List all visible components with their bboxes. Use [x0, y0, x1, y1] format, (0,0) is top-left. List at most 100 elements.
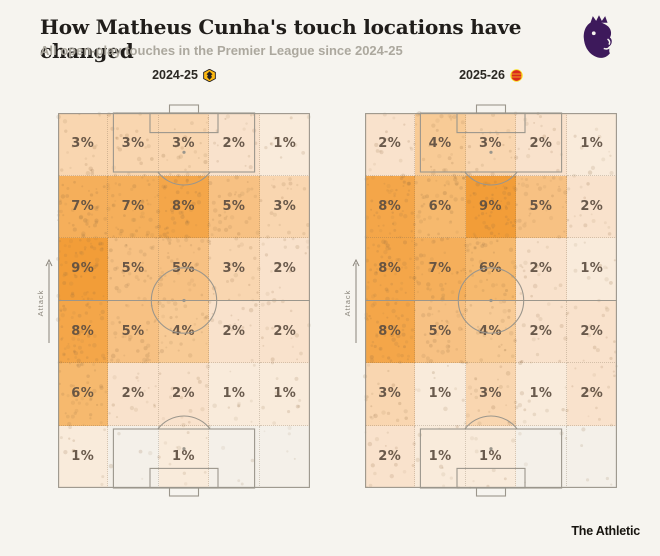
cell-value-label: 7% — [428, 261, 452, 277]
heat-cell: 5% — [516, 175, 567, 238]
cell-value-label: 2% — [273, 261, 297, 277]
cell-value-label: 5% — [222, 198, 246, 214]
heat-cell: 1% — [566, 238, 617, 301]
heat-cell: 8% — [365, 238, 416, 301]
cell-value-label: 5% — [529, 198, 553, 214]
cell-value-label: 5% — [428, 323, 452, 339]
cell-value-label: 5% — [121, 261, 145, 277]
cell-value-label: 6% — [479, 261, 502, 277]
cell-value-label: 4% — [428, 136, 452, 152]
cell-value-label: 1% — [580, 261, 604, 277]
cell-value-label: 5% — [172, 261, 195, 277]
cell-value-label: 2% — [121, 386, 145, 402]
cell-value-label: 1% — [428, 386, 452, 402]
cell-value-label: 8% — [172, 198, 195, 214]
cell-value-label: 2% — [378, 136, 402, 152]
page-subtitle: All open-play touches in the Premier Lea… — [40, 43, 403, 58]
heat-cell: 3% — [158, 113, 210, 176]
heat-cell: 5% — [415, 300, 466, 363]
heat-cell: 1% — [516, 363, 567, 426]
attack-label: Attack — [343, 290, 352, 317]
cell-value-label: 2% — [222, 136, 246, 152]
cell-value-label: 7% — [71, 198, 95, 214]
heat-cell: 5% — [158, 238, 210, 301]
heat-grid: 2% 4% 3% 2% 1% 8% 6% 9% 5% 2% 8% 7% 6% 2% 1% 8% 5% 4% 2% 2%… — [365, 113, 617, 488]
heat-cell: 2% — [566, 300, 617, 363]
heat-cell: 3% — [465, 363, 517, 426]
heat-cell: 8% — [158, 175, 210, 238]
cell-value-label: 3% — [71, 136, 95, 152]
cell-value-label: 3% — [479, 136, 502, 152]
heat-cell: 2% — [158, 363, 210, 426]
heat-cell: 3% — [465, 113, 517, 176]
season-label-2024-25: 2024-25 — [58, 66, 310, 84]
heat-cell-empty — [516, 425, 567, 488]
heat-cell: 1% — [566, 113, 617, 176]
cell-value-label: 3% — [172, 136, 195, 152]
cell-value-label: 1% — [479, 449, 502, 465]
cell-value-label: 1% — [529, 386, 553, 402]
heat-cell: 7% — [108, 175, 159, 238]
cell-value-label: 3% — [222, 261, 246, 277]
heat-cell: 3% — [365, 363, 416, 426]
cell-value-label: 3% — [378, 386, 402, 402]
heat-cell: 3% — [108, 113, 159, 176]
page-title: How Matheus Cunha's touch locations have… — [40, 15, 522, 63]
heat-cell: 5% — [209, 175, 260, 238]
heat-cell: 2% — [259, 238, 310, 301]
cell-value-label: 4% — [172, 323, 195, 339]
cell-value-label: 2% — [273, 323, 297, 339]
premier-league-lion-icon — [583, 15, 612, 58]
cell-value-label: 8% — [378, 261, 402, 277]
heat-cell: 1% — [415, 425, 466, 488]
heat-cell: 7% — [58, 175, 109, 238]
cell-value-label: 3% — [121, 136, 145, 152]
heat-grid: 3% 3% 3% 2% 1% 7% 7% 8% 5% 3% 9% 5% 5% 3% 2% 8% 5% 4% 2% 2%… — [58, 113, 310, 488]
heat-cell: 1% — [158, 425, 210, 488]
season-text: 2025-26 — [459, 68, 505, 82]
cell-value-label: 2% — [172, 386, 195, 402]
cell-value-label: 7% — [121, 198, 145, 214]
cell-value-label: 8% — [378, 198, 402, 214]
heat-cell: 1% — [259, 113, 310, 176]
cell-value-label: 2% — [529, 323, 553, 339]
heat-cell: 1% — [465, 425, 517, 488]
heat-cell: 2% — [516, 300, 567, 363]
cell-value-label: 1% — [580, 136, 604, 152]
heat-cell: 2% — [516, 113, 567, 176]
cell-value-label: 8% — [71, 323, 95, 339]
heat-cell: 8% — [365, 300, 416, 363]
cell-value-label: 4% — [479, 323, 502, 339]
heat-cell: 2% — [209, 300, 260, 363]
attack-direction-indicator: Attack — [34, 257, 56, 349]
pitch-heatmap-2024-25: 3% 3% 3% 2% 1% 7% 7% 8% 5% 3% 9% 5% 5% 3% 2% 8% 5% 4% 2% 2%… — [55, 104, 311, 497]
attack-direction-indicator: Attack — [341, 257, 363, 349]
cell-value-label: 1% — [71, 449, 95, 465]
cell-value-label: 2% — [580, 198, 604, 214]
cell-value-label: 2% — [529, 261, 553, 277]
cell-value-label: 1% — [428, 449, 452, 465]
cell-value-label: 3% — [479, 386, 502, 402]
heat-cell: 4% — [465, 300, 517, 363]
heat-cell: 2% — [566, 175, 617, 238]
heat-cell: 9% — [58, 238, 109, 301]
heat-cell: 1% — [259, 363, 310, 426]
cell-value-label: 2% — [580, 323, 604, 339]
cell-value-label: 2% — [222, 323, 246, 339]
heat-cell: 2% — [365, 113, 416, 176]
heat-cell: 3% — [58, 113, 109, 176]
cell-value-label: 5% — [121, 323, 145, 339]
heat-cell: 5% — [108, 238, 159, 301]
heat-cell-empty — [259, 425, 310, 488]
heat-cell: 1% — [415, 363, 466, 426]
season-label-2025-26: 2025-26 — [365, 66, 617, 84]
attack-label: Attack — [36, 290, 45, 317]
cell-value-label: 9% — [71, 261, 95, 277]
heat-cell: 8% — [365, 175, 416, 238]
cell-value-label: 6% — [428, 198, 452, 214]
heat-cell: 2% — [365, 425, 416, 488]
heat-cell: 6% — [415, 175, 466, 238]
heat-cell: 1% — [209, 363, 260, 426]
cell-value-label: 1% — [222, 386, 246, 402]
